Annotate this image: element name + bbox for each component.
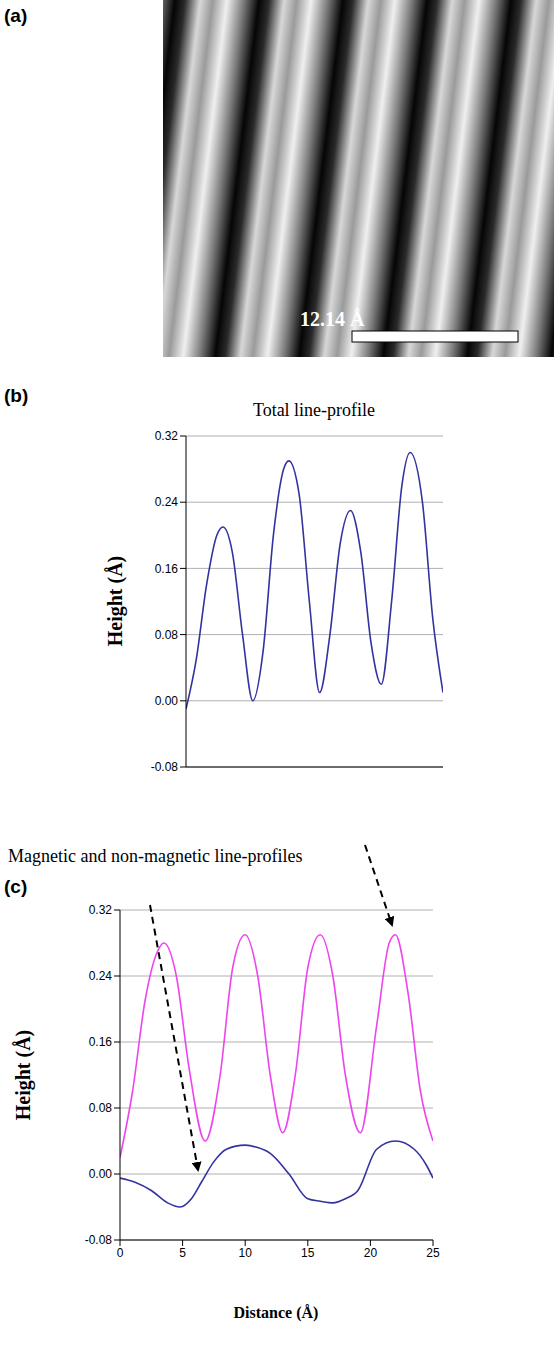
svg-text:(b): (b) <box>4 385 28 406</box>
svg-text:Height (Å): Height (Å) <box>12 1030 35 1121</box>
svg-text:0.24: 0.24 <box>89 969 113 983</box>
svg-text:Distance (Å): Distance (Å) <box>234 1304 319 1322</box>
svg-text:-0.08: -0.08 <box>151 760 179 774</box>
svg-text:(a): (a) <box>4 5 27 26</box>
svg-text:0.00: 0.00 <box>155 694 179 708</box>
svg-text:10: 10 <box>239 1246 253 1260</box>
svg-text:0.32: 0.32 <box>89 903 113 917</box>
svg-text:0.16: 0.16 <box>89 1035 113 1049</box>
svg-text:0.08: 0.08 <box>155 628 179 642</box>
svg-text:(c): (c) <box>4 876 27 897</box>
svg-text:20: 20 <box>364 1246 378 1260</box>
svg-text:Magnetic and non-magnetic line: Magnetic and non-magnetic line-profiles <box>8 846 302 866</box>
svg-text:25: 25 <box>426 1246 440 1260</box>
svg-text:5: 5 <box>179 1246 186 1260</box>
svg-text:0.08: 0.08 <box>89 1101 113 1115</box>
svg-text:0.32: 0.32 <box>155 429 179 443</box>
svg-text:0.00: 0.00 <box>89 1167 113 1181</box>
svg-text:-0.08: -0.08 <box>85 1233 113 1247</box>
svg-text:0: 0 <box>117 1246 124 1260</box>
svg-text:0.16: 0.16 <box>155 562 179 576</box>
svg-text:Total line-profile: Total line-profile <box>253 400 375 420</box>
svg-text:12.14 Å: 12.14 Å <box>300 308 365 330</box>
svg-text:0.24: 0.24 <box>155 495 179 509</box>
svg-text:15: 15 <box>301 1246 315 1260</box>
svg-text:Height (Å): Height (Å) <box>104 556 127 647</box>
